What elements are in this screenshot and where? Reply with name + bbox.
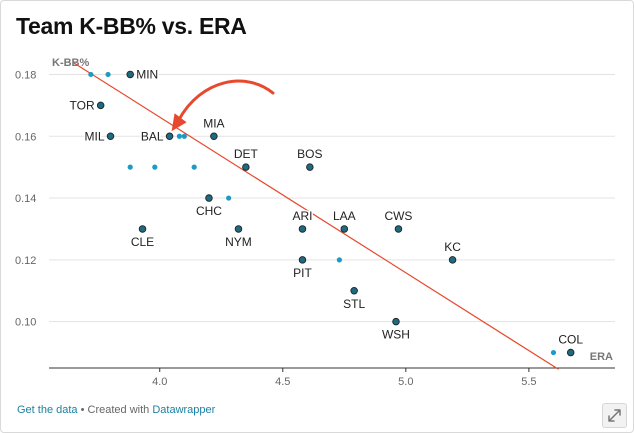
trendline [73, 62, 559, 370]
annotation-arrow-head [171, 113, 187, 132]
data-point-kc [448, 256, 457, 264]
point-label-pit: PIT [293, 266, 312, 280]
data-point-wsh [392, 317, 400, 326]
data-point-min [126, 70, 134, 79]
y-tick-label: 0.14 [15, 193, 36, 205]
y-tick-label: 0.12 [15, 255, 36, 267]
data-point-cle [138, 225, 147, 233]
data-point [191, 164, 197, 170]
point-label-chc: CHC [196, 204, 222, 218]
datawrapper-link[interactable]: Datawrapper [152, 404, 216, 416]
data-point-stl [350, 287, 358, 295]
point-label-wsh: WSH [382, 328, 410, 342]
point-label-det: DET [234, 147, 259, 161]
data-point-mia [210, 132, 218, 140]
footer-separator: • Created with [77, 404, 153, 416]
x-tick-label: 5.5 [521, 376, 536, 388]
point-label-stl: STL [343, 297, 365, 311]
data-point [127, 164, 133, 170]
point-label-kc: KC [444, 240, 461, 254]
scatter-chart: 0.10 0.12 0.14 0.16 0.18 4.0 4.5 5.0 5.5 K-BB% ERA… [15, 57, 615, 388]
data-point [181, 133, 187, 139]
point-label-nym: NYM [225, 235, 252, 249]
chart-footer: Get the data • Created with Datawrapper [17, 404, 215, 416]
data-point-nym [234, 225, 243, 233]
data-point [152, 164, 158, 170]
data-point [88, 71, 94, 78]
data-point-mil [106, 132, 115, 140]
annotation-arrow-line [177, 79, 275, 122]
point-label-col: COL [558, 333, 583, 347]
point-label-cle: CLE [131, 235, 154, 249]
data-point-bal [165, 132, 174, 140]
data-point-chc [205, 194, 213, 202]
resize-button[interactable] [602, 403, 627, 428]
grid-layer: 0.10 0.12 0.14 0.16 0.18 4.0 4.5 5.0 5.5 K-BB% ERA [15, 57, 615, 388]
point-label-bal: BAL [141, 129, 164, 143]
x-tick-label: 5.0 [398, 376, 413, 388]
data-point-det [242, 163, 250, 171]
point-label-tor: TOR [70, 98, 95, 112]
point-label-laa: LAA [333, 209, 356, 223]
y-tick-label: 0.18 [15, 69, 36, 81]
point-label-min: MIN [136, 67, 158, 81]
point-label-bos: BOS [297, 147, 322, 161]
get-data-link[interactable]: Get the data [17, 404, 78, 416]
point-label-cws: CWS [384, 209, 412, 223]
x-tick-label: 4.5 [275, 376, 290, 388]
chart-title: Team K-BB% vs. ERA [16, 13, 247, 39]
points-layer [88, 70, 575, 357]
labels-layer: MIN TOR MIL BAL MIA DET BOS CHC CLE NYM ARI LAA CWS P… [68, 66, 585, 348]
point-label-ari: ARI [292, 209, 312, 223]
annotation-layer [171, 79, 275, 132]
data-point [550, 349, 557, 356]
data-point [226, 195, 232, 201]
data-point-cws [394, 225, 403, 233]
data-point-pit [298, 256, 307, 264]
y-axis-title: K-BB% [52, 57, 89, 69]
data-point-tor [96, 101, 105, 110]
data-point [176, 133, 183, 139]
trendline-layer [73, 62, 559, 370]
y-tick-label: 0.10 [15, 317, 36, 329]
data-point [336, 257, 342, 263]
expand-diagonal-icon [608, 409, 621, 422]
data-point [105, 71, 111, 78]
data-point-laa [340, 225, 349, 233]
point-label-mil: MIL [85, 129, 105, 143]
data-point-ari [298, 225, 307, 233]
x-tick-label: 4.0 [152, 376, 167, 388]
point-label-mia: MIA [203, 116, 224, 130]
x-axis-title: ERA [590, 351, 613, 363]
y-tick-label: 0.16 [15, 131, 36, 143]
data-point-bos [306, 163, 314, 171]
data-point-col [566, 348, 575, 357]
